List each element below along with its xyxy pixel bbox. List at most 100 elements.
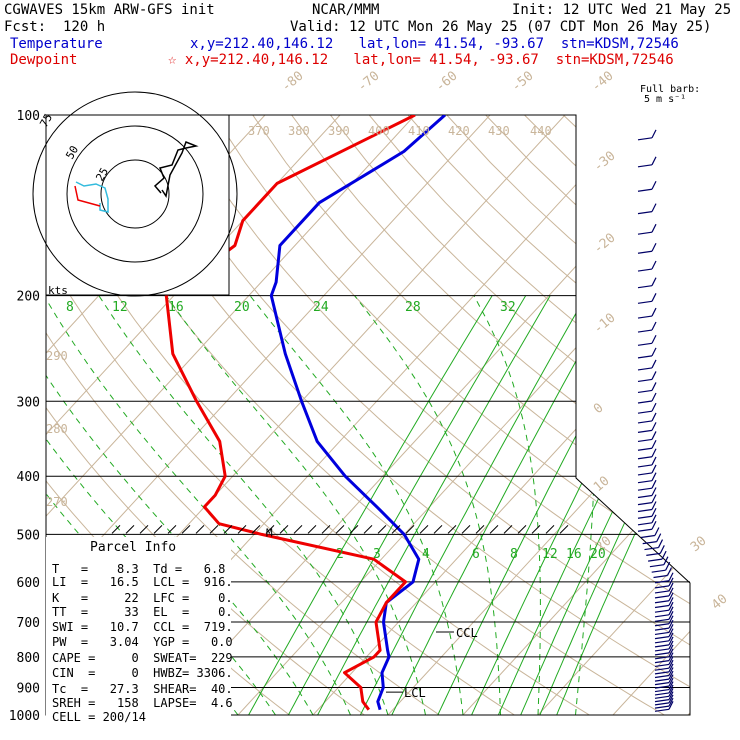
mixing-ratio-label: 3 bbox=[373, 547, 381, 562]
wind-barb-flag bbox=[651, 472, 657, 481]
freezing-hatch bbox=[181, 525, 191, 534]
freezing-hatch bbox=[363, 525, 373, 534]
wind-barb-flag bbox=[651, 520, 657, 530]
pressure-tick-label: 200 bbox=[17, 290, 40, 305]
isotherm-label: -30 bbox=[591, 148, 619, 175]
freezing-hatch bbox=[335, 525, 345, 534]
mixing-ratio-label: 16 bbox=[168, 300, 184, 315]
theta-label: 370 bbox=[248, 124, 270, 138]
wind-barb bbox=[654, 609, 670, 613]
wind-barb-flag bbox=[651, 359, 657, 369]
wind-barb bbox=[654, 674, 670, 679]
wind-barb-flag bbox=[651, 223, 657, 233]
parcel-row: CAPE = 0 SWEAT= 229 bbox=[52, 651, 233, 665]
wind-barb bbox=[654, 682, 670, 686]
mixing-ratio-line bbox=[471, 295, 680, 715]
wind-barb bbox=[654, 685, 670, 689]
moist-adiabat-line bbox=[46, 295, 276, 715]
wind-barb bbox=[653, 574, 668, 579]
wind-barb bbox=[637, 329, 653, 333]
dewpoint-legend: Dewpoint bbox=[10, 52, 78, 68]
wind-barb-flag bbox=[665, 561, 671, 571]
wind-barb bbox=[654, 688, 670, 693]
wind-barb bbox=[637, 487, 653, 491]
temperature-profile bbox=[269, 115, 446, 711]
wind-barb-flag bbox=[668, 652, 674, 661]
wind-barb-flag bbox=[651, 277, 657, 286]
wind-barb bbox=[637, 378, 653, 383]
wind-barb bbox=[637, 231, 653, 235]
wind-barb bbox=[654, 699, 670, 703]
hodograph-ring bbox=[100, 159, 170, 229]
wind-barb-flag bbox=[668, 592, 674, 602]
hodograph: 75 50 25 kts bbox=[32, 91, 238, 297]
theta-label: 290 bbox=[46, 349, 68, 363]
wind-barb bbox=[654, 627, 670, 631]
parcel-row: TT = 33 EL = 0. bbox=[52, 605, 233, 619]
parcel-row: CIN = 0 HWBZ= 3306. bbox=[52, 666, 233, 680]
wind-barb bbox=[654, 667, 670, 671]
wind-barb-flag bbox=[656, 533, 662, 542]
freezing-hatch bbox=[167, 525, 177, 534]
wind-barb-flag bbox=[651, 382, 657, 391]
wind-barb-flag bbox=[651, 501, 657, 510]
freezing-hatch bbox=[461, 525, 471, 534]
hodograph-units: kts bbox=[48, 284, 68, 297]
wind-barb-flag bbox=[651, 156, 657, 166]
isotherm-line bbox=[612, 115, 690, 715]
temperature-legend: Temperature bbox=[10, 36, 103, 52]
parcel-row: Tc = 27.3 SHEAR= 40. bbox=[52, 682, 233, 696]
wind-barb-flag bbox=[668, 691, 674, 700]
wind-barb-flag bbox=[668, 587, 674, 597]
wind-barb bbox=[654, 618, 670, 622]
mixing-ratio-label: 8 bbox=[510, 547, 518, 562]
wind-barb-flag bbox=[668, 636, 674, 646]
isotherm-line bbox=[46, 115, 416, 715]
wind-barb-flag bbox=[651, 487, 657, 496]
wind-barb-flag bbox=[651, 321, 657, 331]
isotherm-line bbox=[162, 115, 690, 715]
wind-barb-flag bbox=[668, 644, 674, 654]
wind-barb-flag bbox=[668, 694, 674, 704]
wind-barb-flag bbox=[651, 371, 657, 380]
isotherm-line bbox=[237, 115, 690, 715]
freezing-hatch bbox=[475, 525, 485, 534]
wind-barb-flag bbox=[661, 550, 667, 560]
wind-barb bbox=[637, 410, 653, 414]
mixing-ratio-line bbox=[556, 295, 690, 715]
mixing-ratio-line bbox=[287, 295, 527, 715]
wind-barb bbox=[644, 546, 659, 551]
freezing-hatch bbox=[503, 525, 513, 534]
wind-barb bbox=[654, 678, 670, 682]
wind-barb-flag bbox=[651, 422, 657, 431]
dry-adiabat-line bbox=[174, 115, 690, 715]
mixing-ratio-line bbox=[539, 295, 690, 715]
freezing-hatch bbox=[405, 525, 415, 534]
freezing-hatch bbox=[279, 525, 289, 534]
wind-barb-flag bbox=[651, 347, 657, 357]
wind-barb-flag bbox=[651, 507, 657, 517]
wind-barb-flag bbox=[668, 670, 674, 680]
wind-barb bbox=[637, 502, 653, 506]
wind-barb bbox=[637, 400, 653, 404]
wind-barb bbox=[654, 644, 670, 648]
pressure-tick-label: 300 bbox=[17, 395, 40, 410]
parcel-row: CELL = 200/14 bbox=[52, 710, 146, 724]
wind-barb-flag bbox=[651, 439, 657, 449]
pressure-tick-label: 400 bbox=[17, 470, 40, 485]
wind-barb bbox=[637, 250, 653, 254]
wind-barb bbox=[654, 604, 670, 609]
theta-label: 420 bbox=[448, 124, 470, 138]
isotherm-label: -10 bbox=[591, 310, 619, 337]
theta-label: 270 bbox=[46, 495, 68, 509]
wind-barb bbox=[654, 636, 670, 640]
wind-barb-flag bbox=[668, 656, 674, 665]
freezing-hatch bbox=[223, 525, 233, 534]
wind-barb-flag bbox=[668, 572, 674, 582]
level-marker: M bbox=[266, 526, 273, 539]
pressure-tick-label: 100 bbox=[17, 109, 40, 124]
wind-barb bbox=[654, 671, 670, 675]
wind-barb bbox=[654, 595, 670, 599]
hodograph-trace-mid bbox=[153, 141, 199, 198]
freezing-hatch bbox=[559, 525, 569, 534]
